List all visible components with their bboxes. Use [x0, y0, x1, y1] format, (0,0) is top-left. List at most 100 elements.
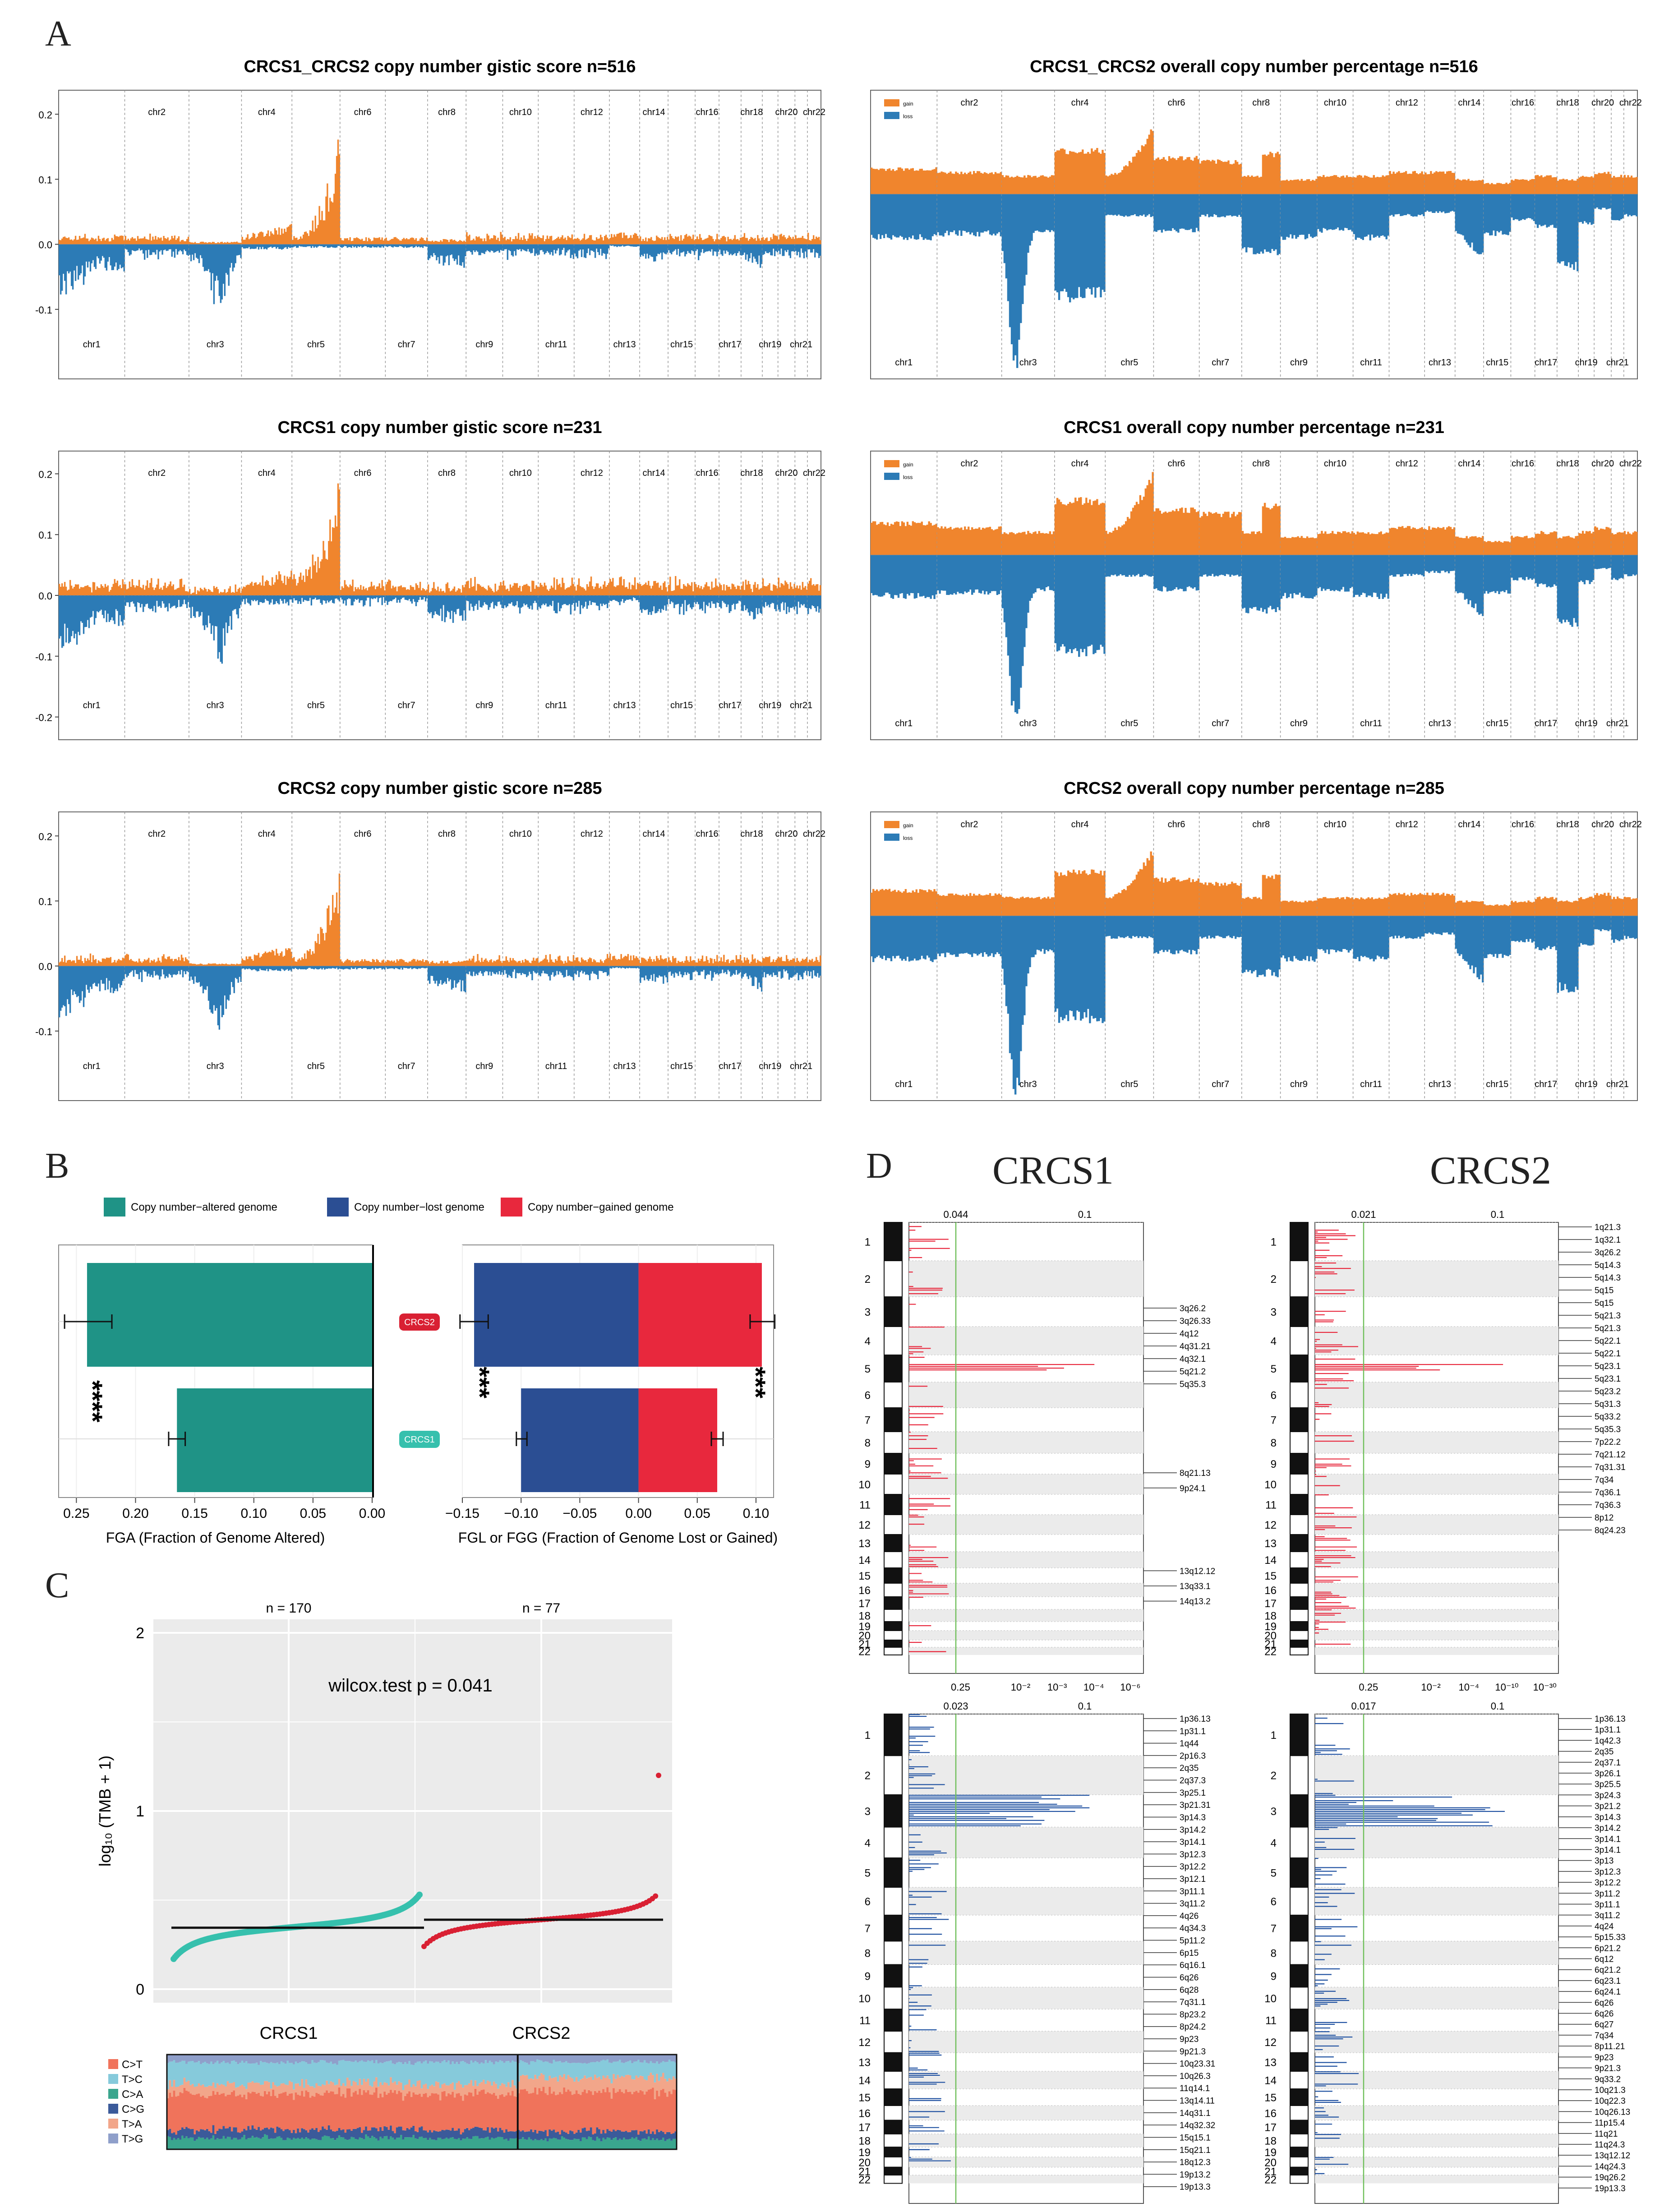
gain-bar	[164, 238, 166, 244]
gain-bar	[1267, 507, 1270, 555]
gain-bar	[474, 577, 476, 595]
gain-bar	[1080, 152, 1082, 194]
loss-bar	[500, 244, 502, 250]
gain-bar	[1135, 153, 1138, 194]
loss-bar	[718, 595, 719, 604]
gain-bar	[1235, 516, 1237, 555]
gain-bar	[437, 241, 439, 244]
loss-bar	[1522, 194, 1524, 219]
gain-bar	[461, 961, 462, 966]
loss-bar	[1177, 194, 1180, 233]
gain-bar	[559, 955, 561, 966]
gain-bar	[512, 239, 514, 244]
loss-bar	[816, 244, 819, 253]
gain-bar	[1227, 512, 1230, 555]
loss-bar	[534, 595, 536, 601]
loss-bar	[69, 966, 71, 1013]
gain-bar	[810, 578, 812, 595]
loss-bar	[1087, 555, 1089, 647]
loss-bar	[1567, 194, 1570, 263]
gain-bar	[1278, 154, 1281, 194]
gain-bar	[1025, 177, 1028, 194]
loss-bar	[119, 244, 121, 265]
loss-bar	[1342, 194, 1345, 231]
gain-bar	[159, 589, 161, 595]
gain-bar	[286, 950, 288, 966]
gain-bar	[1293, 537, 1295, 555]
gain-bar	[89, 953, 92, 966]
gain-bar	[1089, 499, 1091, 555]
loss-bar	[1309, 194, 1312, 237]
loss-bar	[489, 966, 491, 972]
gain-bar	[879, 522, 882, 555]
loss-bar	[1235, 555, 1237, 576]
gain-bar	[268, 585, 271, 595]
loss-bar	[539, 966, 541, 977]
gain-bar	[799, 238, 801, 244]
gain-bar	[726, 585, 728, 595]
loss-bar	[368, 595, 370, 598]
gain-bar	[747, 240, 749, 244]
gain-bar	[389, 581, 391, 595]
loss-bar	[1153, 194, 1156, 231]
gain-bar	[605, 586, 607, 595]
gain-bar	[403, 238, 405, 244]
loss-bar	[64, 966, 66, 1006]
gain-bar	[989, 173, 991, 194]
loss-bar	[550, 966, 553, 975]
gain-bar	[953, 174, 955, 194]
gain-bar	[350, 241, 352, 244]
gain-bar	[673, 590, 675, 595]
loss-bar	[655, 595, 656, 613]
gain-bar	[341, 961, 343, 966]
loss-bar	[88, 595, 90, 628]
gain-bar	[93, 582, 96, 595]
gain-bar	[278, 955, 280, 966]
gain-bar	[199, 242, 202, 244]
gain-bar	[170, 581, 171, 595]
gain-bar	[225, 593, 227, 595]
loss-bar	[274, 244, 276, 247]
gain-bar	[346, 586, 348, 595]
gain-bar	[775, 235, 777, 244]
gain-bar	[888, 168, 891, 194]
gain-bar	[201, 241, 203, 244]
gain-bar	[289, 948, 291, 966]
gain-bar	[940, 526, 943, 555]
gain-bar	[444, 961, 446, 966]
gain-bar	[72, 960, 74, 966]
gain-bar	[1188, 157, 1190, 194]
loss-bar	[1435, 555, 1438, 571]
gain-bar	[167, 237, 169, 244]
loss-bar	[193, 244, 195, 260]
gain-bar	[153, 959, 155, 966]
loss-bar	[384, 595, 386, 603]
gain-bar	[104, 959, 106, 966]
gain-bar	[171, 959, 173, 966]
gain-bar	[763, 586, 765, 595]
loss-bar	[328, 966, 330, 968]
gain-bar	[151, 960, 152, 966]
loss-bar	[1540, 194, 1543, 226]
gain-bar	[349, 960, 351, 966]
gain-bar	[473, 956, 475, 966]
loss-bar	[477, 244, 479, 252]
y-tick-label: -0.1	[35, 304, 52, 316]
loss-bar	[1040, 555, 1042, 590]
gain-bar	[683, 239, 685, 244]
gain-bar	[585, 590, 587, 595]
loss-bar	[1188, 194, 1190, 230]
gain-bar	[236, 591, 238, 595]
chrom-label-bottom: chr11	[545, 340, 567, 350]
loss-bar	[289, 244, 291, 248]
gain-bar	[1241, 531, 1244, 555]
loss-bar	[1007, 194, 1010, 301]
gain-bar	[877, 170, 880, 194]
gain-bar	[1577, 535, 1579, 555]
loss-bar	[321, 595, 323, 605]
gain-bar	[1280, 180, 1283, 194]
loss-bar	[115, 595, 117, 609]
gain-bar	[611, 581, 613, 595]
loss-bar	[562, 966, 563, 975]
loss-bar	[447, 244, 449, 256]
